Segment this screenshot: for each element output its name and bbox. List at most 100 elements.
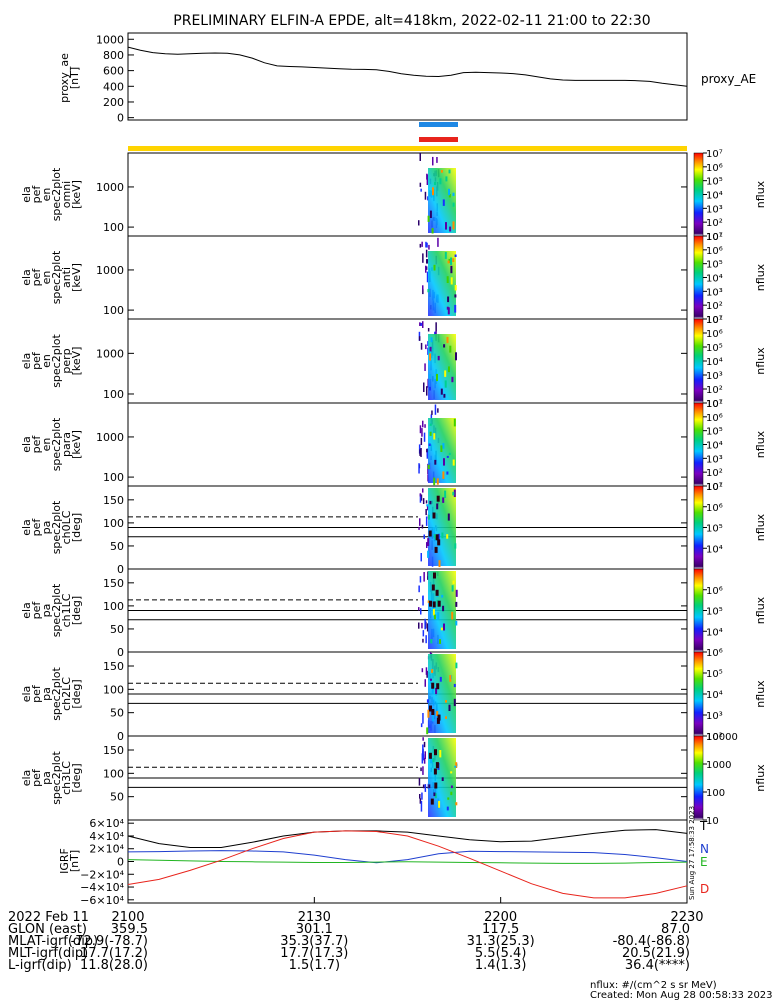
spec-omni-colorbar-label: 10²	[706, 218, 723, 229]
time-tick-label: 2230	[670, 910, 703, 925]
spec-ch0LC-pixel	[432, 512, 436, 519]
spec-omni-colorbar-title: nflux	[754, 180, 767, 208]
spec-ch2LC-colorbar-title: nflux	[754, 680, 767, 708]
spec-ch3LC-pixel	[441, 777, 444, 781]
spec-perp-ylabel-line: pef	[30, 351, 43, 370]
igrf-label-T: T	[699, 819, 708, 833]
igrf-label-D: D	[700, 882, 709, 896]
spec-perp-pixel	[446, 336, 449, 344]
spec-omni-pixel	[452, 221, 455, 230]
spec-para-pixel	[427, 464, 430, 469]
spec-ch0LC-pixel	[452, 491, 455, 496]
spec-ch3LC-colorbar-label: 10000	[706, 732, 738, 743]
spec-ch0LC-ylabel-line: ela	[20, 519, 33, 536]
spec-perp-pixel	[427, 347, 429, 355]
spec-para-colorbar-label: 10³	[706, 454, 723, 465]
spec-para-ylabel-line: en	[40, 438, 53, 452]
spec-ch2LC-pixel	[436, 717, 440, 724]
figure-title: PRELIMINARY ELFIN-A EPDE, alt=418km, 202…	[173, 13, 650, 29]
spec-perp-pixel	[420, 322, 422, 326]
spec-ch3LC-pixel	[420, 767, 422, 772]
spec-ch3LC-pixel	[438, 800, 441, 808]
spec-perp-tick-label: 100	[103, 388, 124, 401]
igrf-line-D	[127, 830, 688, 899]
spec-ch1LC-pixel	[436, 594, 439, 597]
spec-ch1LC-pixel	[432, 601, 436, 608]
spec-ch2LC-colorbar	[693, 651, 704, 737]
spec-perp-colorbar-label: 10⁴	[706, 357, 723, 368]
igrf-tick-label: 2×10⁴	[89, 843, 124, 856]
spec-omni-pixel	[432, 187, 434, 196]
spec-ch1LC-pixel	[430, 639, 433, 644]
spec-ch2LC-pixel	[431, 709, 435, 715]
spec-ch2LC-pixel	[427, 709, 430, 718]
spec-ch2LC-colorbar-label: 10⁶	[706, 648, 723, 659]
spec-ch1LC-ylabel-line: ela	[20, 602, 33, 619]
spec-ch1LC-tick-label: 150	[103, 577, 124, 590]
spec-ch2LC-pixel	[432, 714, 435, 722]
spec-ch2LC-colorbar-label: 10²	[706, 732, 723, 743]
spec-omni-pixel	[419, 182, 422, 187]
spec-ch2LC-tick-label: 150	[103, 660, 124, 673]
spec-para-ylabel-line: spec2plot	[50, 417, 63, 471]
spec-perp-tick-label: 1000	[96, 347, 124, 360]
spec-ch2LC-tick-label: 0	[117, 730, 124, 743]
spec-perp-pixel	[420, 342, 423, 350]
spec-ch1LC-pixel	[421, 622, 423, 629]
coverage-bar-yellow	[128, 146, 687, 151]
spec-para-pixel	[428, 443, 431, 446]
spec-omni-data	[418, 153, 456, 234]
spec-perp-ylabel-line: en	[40, 354, 53, 368]
spec-ch0LC-pixel	[436, 495, 440, 502]
spec-ch0LC-tick-label: 150	[103, 494, 124, 507]
spec-para-colorbar-label: 10¹	[706, 482, 723, 493]
igrf-tick-label: 0	[117, 856, 124, 869]
spec-omni-pixel	[452, 202, 455, 207]
spec-omni-pixel	[440, 170, 443, 173]
spec-ch2LC-pixel	[435, 687, 438, 695]
spec-ch3LC-pixel	[434, 793, 437, 799]
spec-ch3LC-pixel	[450, 771, 453, 774]
spec-ch1LC-tick-label: 0	[117, 646, 124, 659]
spec-ch3LC-pixel	[418, 777, 421, 786]
spec-ch0LC-pixel	[425, 500, 428, 504]
spec-ch1LC-tick-label: 100	[103, 600, 124, 613]
spec-omni-pixel	[424, 191, 427, 200]
spec-omni-colorbar-label: 10³	[706, 204, 723, 215]
spec-ch0LC-pixel	[428, 530, 432, 537]
panel-omni: 100 1000 10¹ 10² 10³ 10⁴ 10⁵ 10⁶ 10⁷ nflux elapefe…	[20, 149, 767, 243]
proxy-ae-tick-label: 600	[103, 65, 124, 78]
proxy-ae-tick-label: 1000	[96, 33, 124, 46]
igrf-line-E	[127, 859, 688, 864]
spec-ch1LC-pixel	[455, 601, 458, 607]
spec-para-tick-label: 1000	[96, 431, 124, 444]
spec-ch1LC-pixel	[435, 589, 439, 596]
footnote-units: nflux: #/(cm^2 s sr MeV)	[590, 980, 717, 991]
spec-anti-pixel	[450, 277, 453, 285]
spec-ch1LC-ylabel-line: [deg]	[70, 596, 83, 625]
spec-omni-pixel	[418, 220, 420, 226]
spec-ch1LC-pixel	[439, 639, 441, 644]
spec-perp-pixel	[429, 346, 432, 352]
spec-ch0LC-pixel	[437, 533, 440, 541]
spec-perp-pixel	[443, 344, 446, 348]
spec-omni-colorbar	[693, 152, 704, 237]
spec-ch2LC-ylabel-line: ch2LC	[60, 677, 73, 711]
spec-ch2LC-pixel	[422, 713, 424, 724]
spec-ch1LC-flux-region	[428, 571, 456, 649]
spec-ch1LC-ylabel-line: pef	[30, 601, 43, 620]
proxy-ae-ylabel-line: [nT]	[68, 67, 81, 89]
proxy-ae-line	[127, 46, 688, 87]
spec-para-colorbar-label: 10⁶	[706, 413, 723, 424]
igrf-ylabel-line: IGRF	[58, 848, 71, 874]
spec-ch3LC-ylabel-line: pa	[40, 771, 53, 785]
spec-ch0LC-pixel	[426, 542, 428, 548]
spec-anti-pixel	[419, 243, 422, 248]
spec-ch3LC-pixel	[421, 753, 424, 764]
spec-anti-pixel	[447, 307, 450, 315]
spec-omni-colorbar-label: 10⁴	[706, 191, 723, 202]
spec-anti-ylabel-line: [keV]	[70, 263, 83, 292]
spec-ch1LC-pixel	[433, 572, 436, 579]
ephemeris-value: -80.4(-86.8)	[613, 934, 690, 949]
spec-omni-pixel	[434, 181, 436, 186]
